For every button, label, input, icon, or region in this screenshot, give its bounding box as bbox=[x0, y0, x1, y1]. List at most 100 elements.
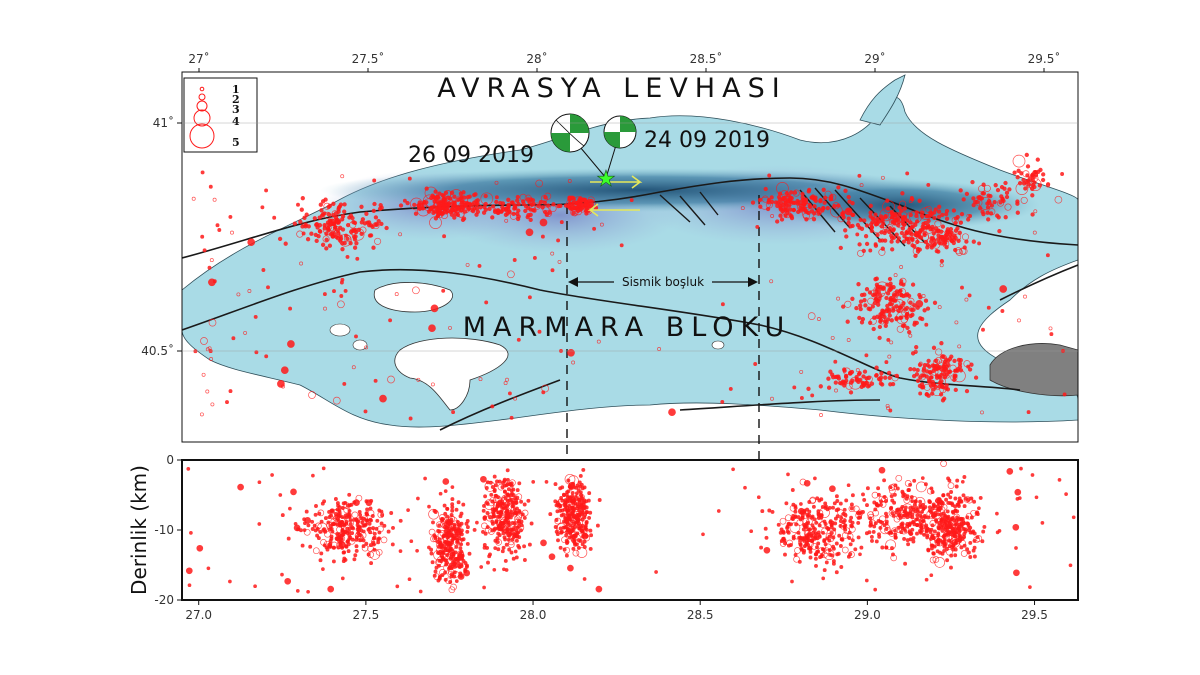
depth-earthquake-point bbox=[564, 553, 569, 558]
depth-earthquake-point bbox=[935, 497, 942, 504]
map-earthquake-point bbox=[934, 220, 942, 228]
map-earthquake-point bbox=[878, 377, 883, 382]
map-earthquake-point bbox=[843, 228, 848, 233]
depth-earthquake-point bbox=[824, 560, 829, 565]
depth-earthquake-point bbox=[510, 521, 515, 525]
map-earthquake-point bbox=[352, 220, 358, 226]
map-earthquake-point bbox=[992, 199, 997, 205]
map-earthquake-point bbox=[905, 171, 910, 176]
map-earthquake-point bbox=[954, 320, 959, 325]
map-earthquake-point bbox=[867, 290, 873, 295]
depth-earthquake-point bbox=[485, 511, 490, 515]
map-earthquake-point bbox=[902, 222, 907, 227]
depth-earthquake-point bbox=[353, 499, 360, 506]
depth-earthquake-point bbox=[498, 503, 503, 508]
map-earthquake-point bbox=[371, 208, 376, 214]
map-earthquake-point bbox=[880, 175, 885, 180]
map-earthquake-point bbox=[283, 241, 288, 246]
depth-earthquake-point bbox=[395, 584, 400, 589]
map-earthquake-point bbox=[770, 396, 774, 401]
map-earthquake-point bbox=[388, 318, 393, 323]
map-earthquake-point bbox=[832, 204, 837, 209]
depth-earthquake-point bbox=[867, 530, 872, 535]
depth-earthquake-point bbox=[280, 572, 284, 577]
map-earthquake-point bbox=[491, 204, 496, 209]
map-earthquake-point bbox=[511, 211, 516, 217]
map-earthquake-point bbox=[506, 204, 511, 210]
map-earthquake-point bbox=[903, 293, 908, 298]
depth-earthquake-point bbox=[922, 514, 927, 518]
depth-earthquake-point bbox=[506, 487, 511, 492]
depth-earthquake-point bbox=[972, 554, 977, 559]
depth-earthquake-point bbox=[503, 494, 511, 501]
map-earthquake-point bbox=[811, 217, 817, 222]
map-earthquake-point bbox=[911, 237, 919, 245]
map-earthquake-point bbox=[309, 231, 314, 236]
depth-earthquake-point bbox=[588, 510, 593, 515]
depth-earthquake-point bbox=[943, 527, 948, 532]
map-earthquake-point bbox=[895, 239, 900, 244]
depth-earthquake-point bbox=[915, 531, 919, 536]
depth-earthquake-point bbox=[437, 558, 442, 563]
depth-earthquake-point bbox=[418, 589, 423, 594]
depth-earthquake-point bbox=[942, 548, 947, 553]
map-earthquake-point bbox=[320, 199, 326, 204]
depth-earthquake-point bbox=[479, 565, 484, 569]
map-earthquake-point bbox=[1033, 209, 1038, 214]
map-earthquake-point bbox=[910, 307, 916, 312]
map-earthquake-point bbox=[326, 228, 331, 233]
kapidag-peninsula bbox=[394, 337, 509, 411]
depth-earthquake-point bbox=[802, 538, 807, 543]
map-earthquake-point bbox=[599, 222, 604, 227]
depth-earthquake-point bbox=[839, 515, 844, 520]
depth-earthquake-point bbox=[349, 502, 354, 507]
map-earthquake-point bbox=[898, 288, 906, 296]
map-earthquake-point bbox=[778, 200, 784, 206]
map-earthquake-point bbox=[807, 312, 816, 320]
map-earthquake-point bbox=[243, 330, 248, 335]
map-earthquake-point bbox=[210, 402, 215, 407]
depth-earthquake-point bbox=[293, 524, 301, 532]
depth-earthquake-point bbox=[553, 499, 558, 504]
depth-earthquake-point bbox=[443, 529, 448, 534]
depth-earthquake-point bbox=[864, 578, 869, 583]
map-earthquake-point bbox=[855, 368, 860, 373]
depth-earthquake-point bbox=[890, 546, 894, 551]
lon-tick-label: 27.5˚ bbox=[352, 51, 385, 66]
map-earthquake-point bbox=[889, 235, 895, 241]
depth-earthquake-point bbox=[874, 539, 879, 544]
depth-earthquake-point bbox=[511, 504, 516, 508]
depth-earthquake-point bbox=[972, 531, 977, 536]
depth-earthquake-point bbox=[843, 513, 848, 518]
legend-symbol bbox=[198, 93, 206, 101]
map-earthquake-point bbox=[1036, 169, 1041, 174]
depth-earthquake-point bbox=[578, 473, 583, 478]
depth-earthquake-point bbox=[849, 515, 854, 520]
map-earthquake-point bbox=[1016, 168, 1021, 173]
x-tick-label: 29.5 bbox=[1021, 608, 1048, 622]
map-earthquake-point bbox=[791, 207, 796, 213]
depth-earthquake-point bbox=[519, 528, 523, 533]
map-earthquake-point bbox=[523, 208, 528, 214]
map-earthquake-point bbox=[789, 200, 794, 205]
map-earthquake-point bbox=[373, 378, 378, 383]
fault-splay bbox=[679, 195, 706, 226]
depth-earthquake-point bbox=[925, 533, 930, 538]
map-earthquake-point bbox=[1012, 170, 1017, 175]
map-earthquake-point bbox=[477, 263, 482, 268]
map-earthquake-point bbox=[324, 237, 329, 242]
depth-earthquake-point bbox=[929, 543, 934, 548]
depth-earthquake-point bbox=[406, 508, 410, 512]
depth-earthquake-point bbox=[962, 475, 967, 479]
depth-earthquake-point bbox=[802, 517, 810, 525]
depth-earthquake-point bbox=[946, 500, 951, 505]
map-earthquake-point bbox=[1032, 230, 1037, 235]
map-earthquake-point bbox=[833, 380, 838, 385]
map-earthquake-point bbox=[966, 217, 971, 222]
depth-earthquake-point bbox=[731, 467, 735, 472]
depth-earthquake-point bbox=[329, 526, 334, 531]
map-earthquake-point bbox=[988, 193, 993, 199]
depth-earthquake-point bbox=[371, 526, 376, 531]
map-earthquake-point bbox=[470, 202, 475, 207]
map-earthquake-point bbox=[792, 200, 797, 206]
